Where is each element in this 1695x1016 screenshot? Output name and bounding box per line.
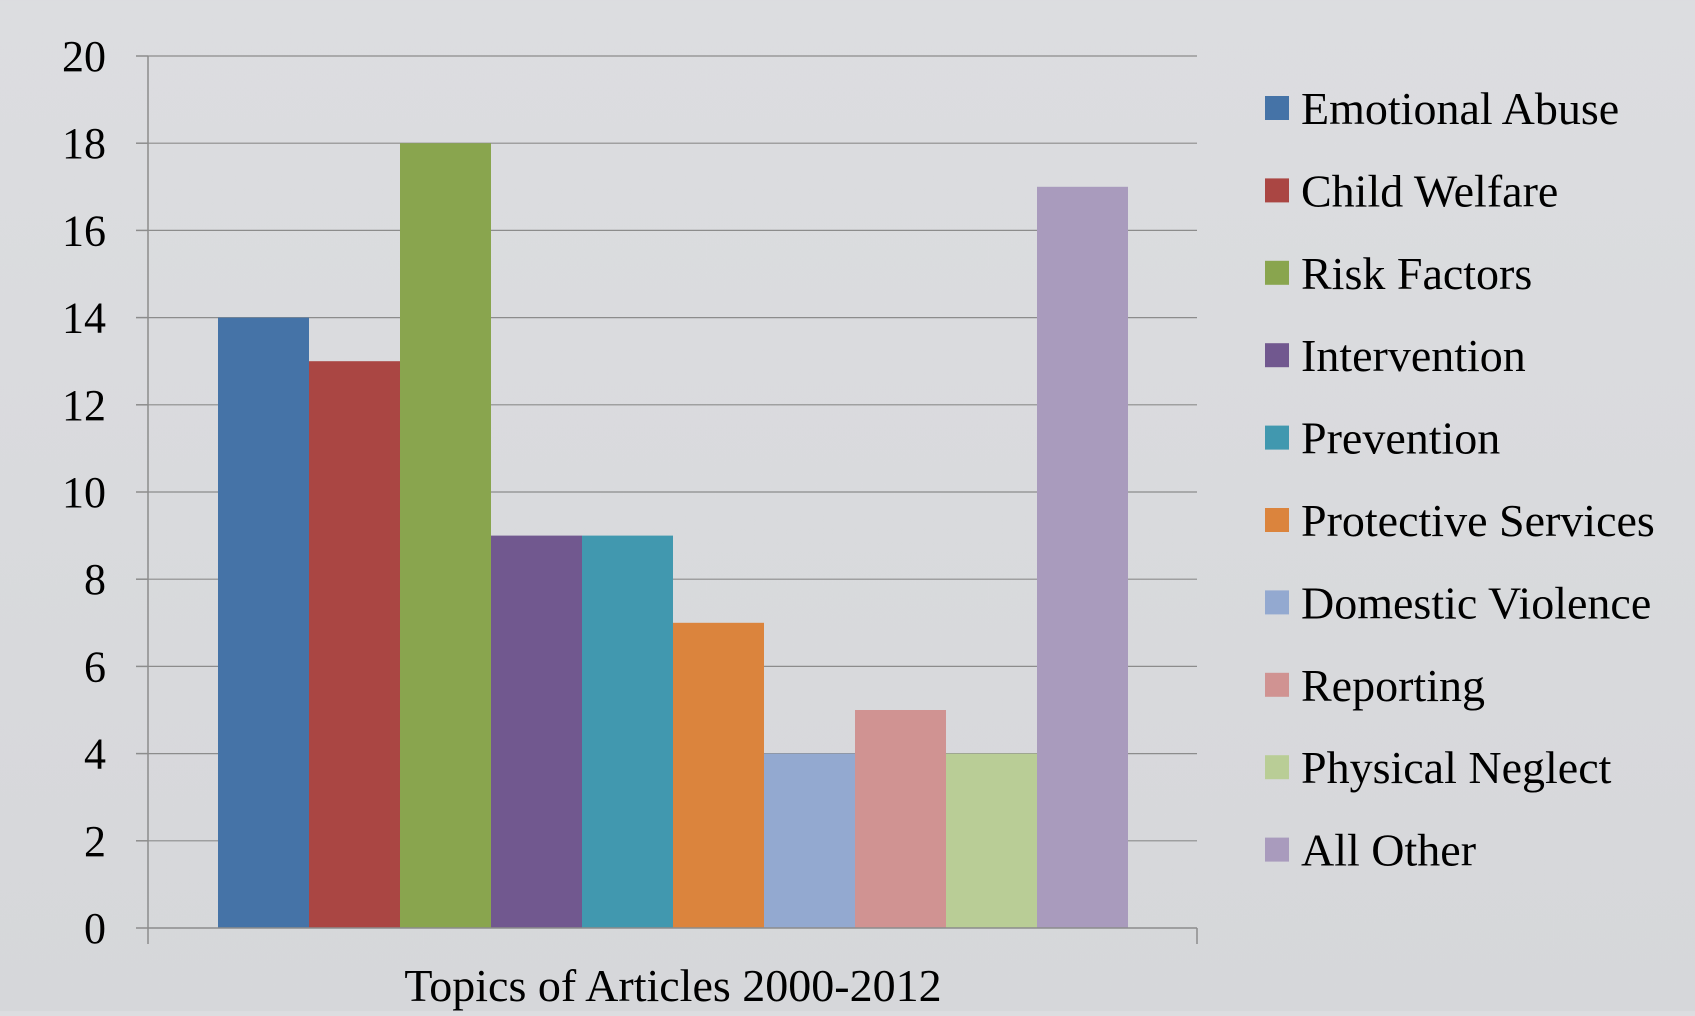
legend-swatch [1265,590,1289,615]
legend-label: Child Welfare [1301,165,1558,216]
y-tick-label: 2 [84,817,106,866]
y-tick-label: 8 [84,555,106,604]
legend-swatch [1265,96,1289,120]
legend-label: Intervention [1301,330,1526,381]
y-tick-labels: 0 2 4 6 8 10 12 14 16 18 20 [62,32,106,953]
legend-swatch [1265,672,1289,697]
legend-label: Risk Factors [1301,248,1532,299]
legend-swatch [1265,260,1289,285]
bar-protective-services [673,622,764,928]
bar-domestic-violence [764,753,855,928]
legend-label: Protective Services [1301,495,1655,546]
legend-swatch [1265,425,1289,450]
bar-emotional-abuse [218,317,309,929]
bar-physical-neglect [946,753,1037,928]
legend-label: Domestic Violence [1301,577,1651,628]
legend-label: Reporting [1301,660,1485,711]
y-tick-label: 6 [84,642,106,691]
y-tick-label: 18 [62,119,106,168]
y-tick-label: 12 [62,381,106,430]
axes [147,56,1198,944]
bar-all-other [1037,186,1128,929]
bar-risk-factors [400,143,491,928]
bar-child-welfare [309,361,400,928]
y-tick-label: 0 [84,904,106,953]
legend-swatch [1265,343,1289,368]
y-tick-label: 14 [62,294,106,343]
x-axis-title: Topics of Articles 2000-2012 [404,960,941,1011]
legend-swatch [1265,508,1289,532]
legend-label: Emotional Abuse [1301,83,1619,134]
legend-swatch [1265,837,1289,862]
bar-prevention [582,535,673,928]
y-tick-label: 4 [84,730,106,779]
bar-reporting [855,710,946,928]
bars [218,143,1128,929]
y-tick-label: 20 [62,32,106,81]
legend-label: Physical Neglect [1301,742,1612,793]
bar-intervention [491,535,582,928]
legend-label: Prevention [1301,413,1500,464]
legend-swatch [1265,178,1289,203]
legend-label: All Other [1301,825,1476,876]
y-tick-label: 10 [62,468,106,517]
y-tick-label: 16 [62,206,106,255]
legend-swatch [1265,755,1289,780]
legend: Emotional Abuse Child Welfare Risk Factors… [1265,83,1655,876]
